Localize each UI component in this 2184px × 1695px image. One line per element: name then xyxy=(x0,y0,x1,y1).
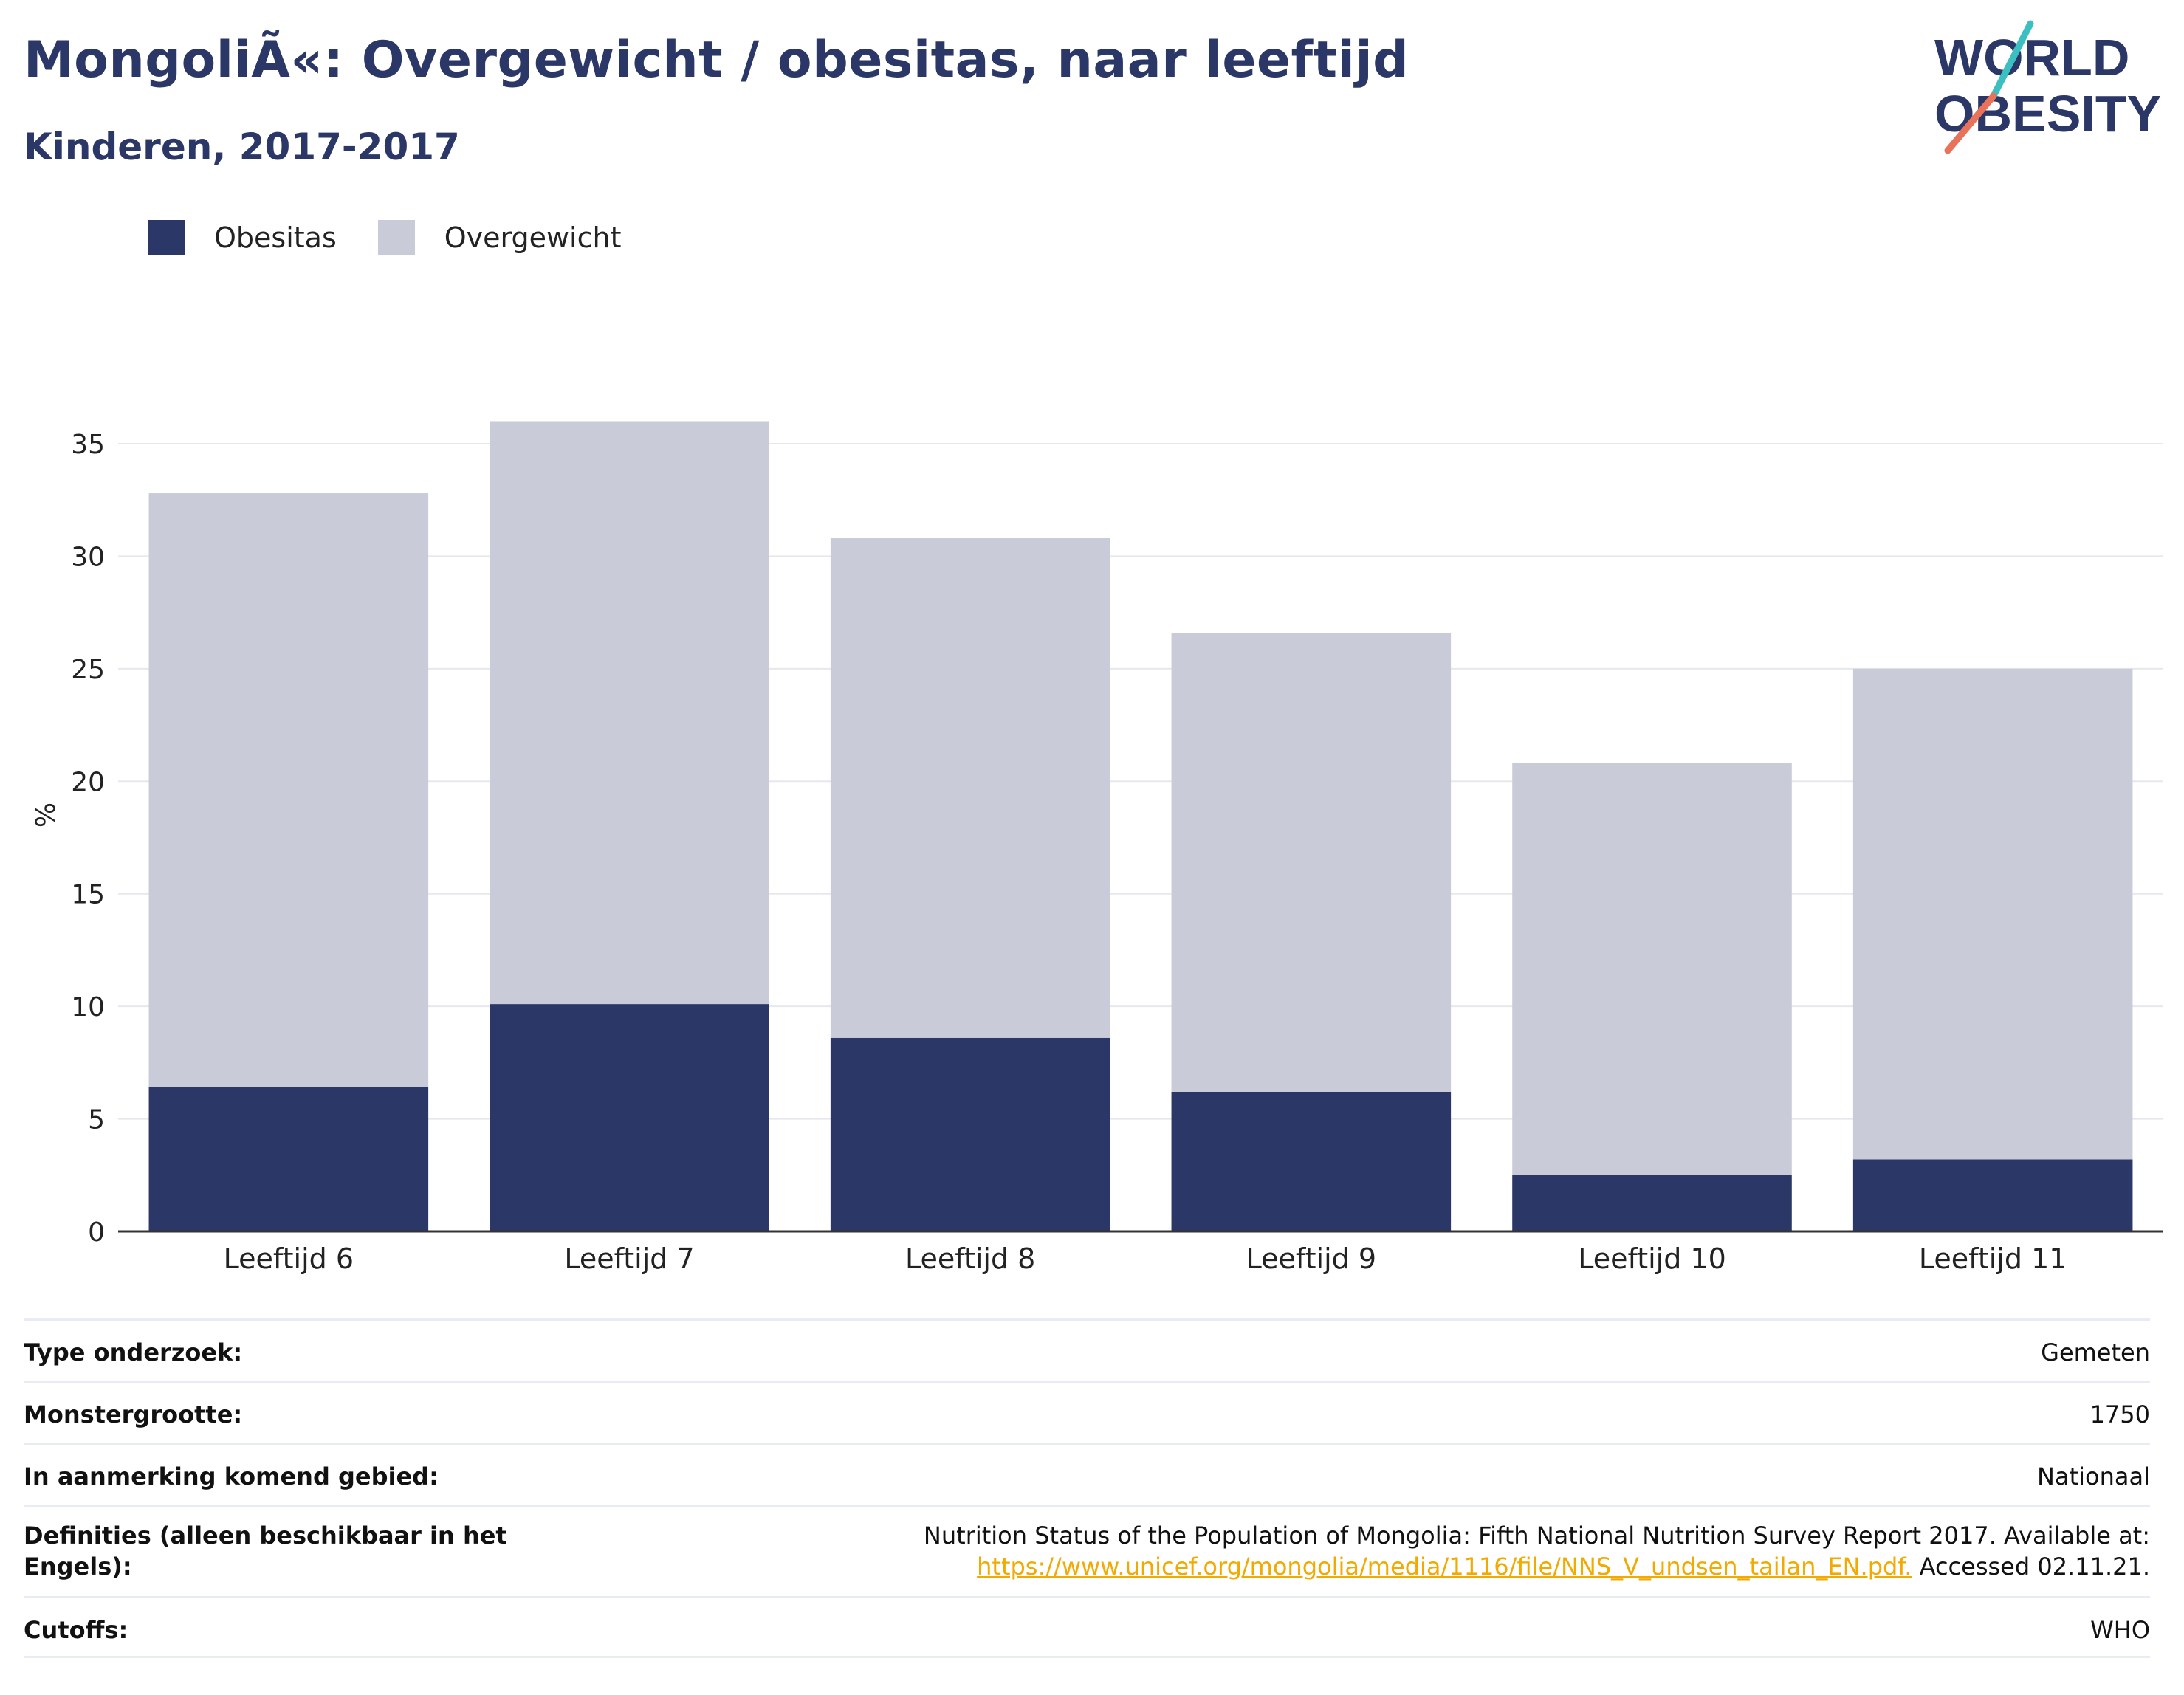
x-tick-label: Leeftijd 11 xyxy=(1919,1242,2067,1275)
info-row-area: In aanmerking komend gebied: Nationaal xyxy=(24,1443,2150,1505)
info-label: Monstergrootte: xyxy=(24,1400,243,1428)
info-value: WHO xyxy=(2090,1616,2150,1644)
info-value: Nutrition Status of the Population of Mo… xyxy=(924,1520,2150,1582)
world-obesity-logo: WORLD OBESITY xyxy=(1934,20,2161,154)
info-row-type: Type onderzoek: Gemeten xyxy=(24,1318,2150,1381)
bar-overgewicht-3[interactable] xyxy=(830,538,1110,1038)
chart-subtitle: Kinderen, 2017-2017 xyxy=(24,126,460,168)
x-tick-label: Leeftijd 7 xyxy=(564,1242,694,1275)
bar-overgewicht-6[interactable] xyxy=(1852,668,2133,1160)
bar-obesitas-5[interactable] xyxy=(1512,1175,1792,1231)
bar-obesitas-6[interactable] xyxy=(1852,1159,2133,1231)
info-value: Nationaal xyxy=(2037,1462,2150,1491)
info-label: Cutoffs: xyxy=(24,1616,128,1644)
definition-text: Nutrition Status of the Population of Mo… xyxy=(923,1522,2150,1550)
source-link[interactable]: https://www.unicef.org/mongolia/media/11… xyxy=(977,1553,1912,1581)
legend-label-overgewicht: Overgewicht xyxy=(444,221,622,254)
bar-overgewicht-5[interactable] xyxy=(1512,763,1792,1175)
legend-label-obesitas: Obesitas xyxy=(214,221,337,254)
info-table: Type onderzoek: Gemeten Monstergrootte: … xyxy=(24,1318,2150,1658)
bar-obesitas-2[interactable] xyxy=(490,1004,769,1231)
x-tick-label: Leeftijd 8 xyxy=(905,1242,1035,1275)
legend-item-obesitas[interactable]: Obesitas xyxy=(148,220,337,255)
legend-swatch-obesitas xyxy=(148,220,185,255)
bar-overgewicht-2[interactable] xyxy=(490,421,769,1005)
info-label: In aanmerking komend gebied: xyxy=(24,1462,439,1491)
y-axis-label: % xyxy=(31,802,61,828)
y-tick-label: 15 xyxy=(71,880,105,910)
info-row-cutoffs: Cutoffs: WHO xyxy=(24,1596,2150,1658)
info-label: Type onderzoek: xyxy=(24,1338,243,1366)
logo-text-obesity: OBESITY xyxy=(1934,85,2161,142)
y-tick-label: 0 xyxy=(88,1217,105,1248)
bar-obesitas-3[interactable] xyxy=(830,1037,1110,1231)
info-row-sample-size: Monstergrootte: 1750 xyxy=(24,1381,2150,1443)
y-tick-label: 35 xyxy=(71,430,105,460)
info-row-definitions: Definities (alleen beschikbaar in het En… xyxy=(24,1505,2150,1596)
bar-obesitas-1[interactable] xyxy=(148,1087,429,1231)
y-tick-label: 5 xyxy=(88,1105,105,1135)
bar-overgewicht-4[interactable] xyxy=(1171,633,1452,1092)
definition-accessed: Accessed 02.11.21. xyxy=(1919,1553,2150,1581)
legend-item-overgewicht[interactable]: Overgewicht xyxy=(377,220,622,255)
logo-text-world: WORLD xyxy=(1934,29,2129,86)
x-tick-label: Leeftijd 10 xyxy=(1578,1242,1726,1275)
y-tick-label: 30 xyxy=(71,542,105,572)
y-tick-label: 10 xyxy=(71,992,105,1022)
bar-obesitas-4[interactable] xyxy=(1171,1091,1452,1231)
y-tick-label: 25 xyxy=(71,655,105,685)
chart-legend: Obesitas Overgewicht xyxy=(148,219,663,257)
legend-swatch-overgewicht xyxy=(377,220,415,255)
chart-title: MongoliÃ«: Overgewicht / obesitas, naar … xyxy=(24,31,1409,89)
info-label: Definities (alleen beschikbaar in het En… xyxy=(24,1522,507,1581)
x-tick-label: Leeftijd 9 xyxy=(1246,1242,1376,1275)
info-value: Gemeten xyxy=(2041,1338,2150,1366)
x-tick-label: Leeftijd 6 xyxy=(224,1242,354,1275)
bar-chart: 0 5 10 15 20 25 30 35% Leeftijd 6 Leeftijd 7 Leeft… xyxy=(31,421,2163,1275)
info-value: 1750 xyxy=(2089,1400,2150,1428)
logo-slash-bottom xyxy=(1944,92,1997,154)
y-tick-label: 20 xyxy=(71,767,105,797)
logo-slash-top xyxy=(1990,20,2034,100)
bar-overgewicht-1[interactable] xyxy=(148,493,429,1087)
